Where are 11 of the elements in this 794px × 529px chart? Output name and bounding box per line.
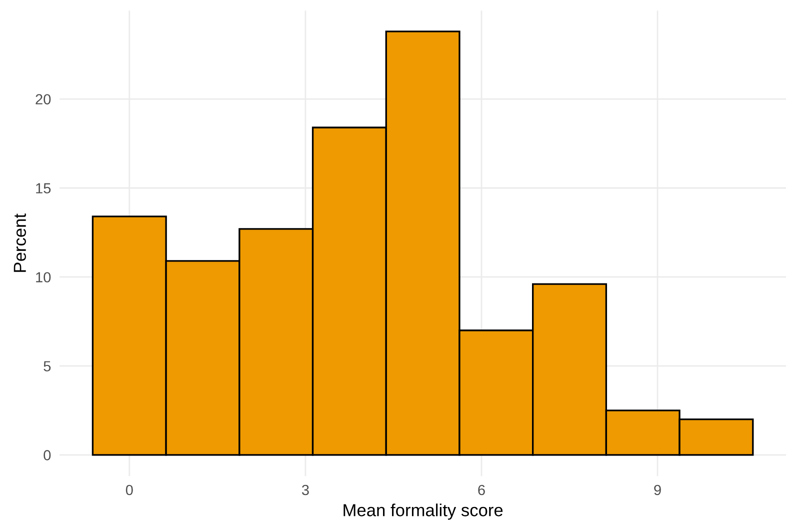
y-tick-label: 15 <box>36 183 51 194</box>
y-tick-label: 0 <box>44 450 51 460</box>
x-axis-title: Mean formality score <box>344 504 503 520</box>
y-tick-label: 20 <box>36 94 51 104</box>
x-tick-label: 3 <box>302 484 309 496</box>
y-tick-label: 5 <box>44 361 51 372</box>
x-tick-label: 0 <box>126 484 133 496</box>
y-axis-title: Percent <box>14 214 26 272</box>
y-tick-label: 10 <box>36 272 51 282</box>
x-tick-label: 9 <box>654 484 661 496</box>
x-tick-label: 6 <box>478 484 485 496</box>
